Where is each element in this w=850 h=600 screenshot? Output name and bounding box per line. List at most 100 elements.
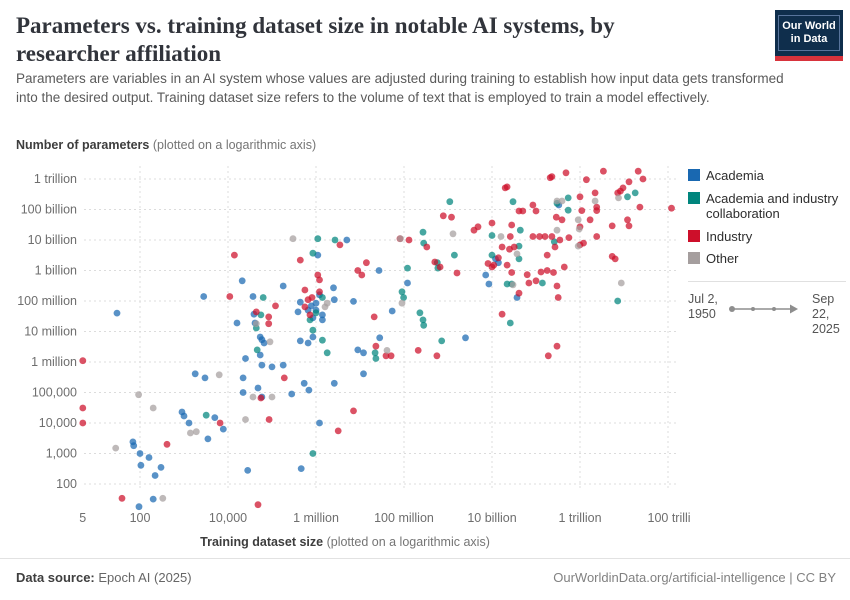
scatter-point-industry[interactable]	[433, 352, 441, 360]
scatter-point-industry[interactable]	[562, 169, 570, 177]
scatter-point-industry[interactable]	[336, 241, 344, 249]
scatter-point-industry[interactable]	[639, 175, 647, 183]
scatter-point-academia[interactable]	[249, 293, 257, 300]
scatter-point-other[interactable]	[617, 279, 625, 287]
scatter-point-academia[interactable]	[509, 198, 517, 206]
scatter-point-academia[interactable]	[113, 309, 121, 317]
scatter-point-academia[interactable]	[238, 277, 246, 285]
scatter-point-academia[interactable]	[419, 228, 427, 236]
scatter-point-other[interactable]	[149, 404, 157, 412]
scatter-point-academia[interactable]	[564, 206, 572, 214]
scatter-point-academia[interactable]	[488, 232, 496, 239]
scatter-point-academia[interactable]	[330, 379, 338, 387]
scatter-point-industry[interactable]	[523, 271, 531, 279]
scatter-point-industry[interactable]	[79, 404, 87, 412]
scatter-point-industry[interactable]	[591, 189, 599, 197]
scatter-point-industry[interactable]	[558, 216, 566, 224]
scatter-point-other[interactable]	[112, 444, 120, 452]
scatter-point-industry[interactable]	[254, 501, 262, 509]
scatter-point-industry[interactable]	[439, 212, 447, 220]
scatter-point-academia[interactable]	[312, 309, 320, 317]
scatter-point-academia[interactable]	[309, 333, 317, 341]
scatter-point-industry[interactable]	[508, 221, 516, 229]
scatter-point-industry[interactable]	[532, 207, 540, 215]
scatter-point-academia[interactable]	[309, 326, 317, 334]
scatter-point-other[interactable]	[497, 233, 505, 240]
scatter-point-industry[interactable]	[301, 286, 309, 294]
scatter-point-industry[interactable]	[537, 268, 545, 276]
scatter-point-academia[interactable]	[404, 279, 411, 287]
scatter-point-other[interactable]	[397, 235, 404, 243]
scatter-point-industry[interactable]	[370, 313, 378, 321]
scatter-point-industry[interactable]	[600, 167, 607, 175]
scatter-point-academia[interactable]	[624, 193, 631, 201]
scatter-point-academia[interactable]	[360, 370, 367, 378]
scatter-point-academia[interactable]	[372, 355, 380, 362]
scatter-point-industry[interactable]	[543, 251, 551, 259]
scatter-point-other[interactable]	[509, 281, 517, 289]
scatter-point-industry[interactable]	[508, 269, 516, 276]
scatter-point-academia[interactable]	[239, 389, 247, 396]
scatter-point-academia[interactable]	[200, 293, 208, 300]
scatter-point-academia[interactable]	[316, 419, 323, 427]
legend-item-collaboration[interactable]: Academia and industry collaboration	[688, 191, 846, 222]
scatter-point-industry[interactable]	[625, 222, 633, 230]
scatter-point-industry[interactable]	[546, 174, 554, 182]
scatter-point-industry[interactable]	[363, 259, 370, 267]
scatter-point-other[interactable]	[553, 226, 561, 234]
scatter-point-academia[interactable]	[135, 503, 143, 511]
scatter-point-academia[interactable]	[256, 351, 264, 359]
scatter-point-industry[interactable]	[503, 183, 511, 191]
scatter-point-academia[interactable]	[204, 435, 212, 443]
scatter-point-academia[interactable]	[305, 386, 313, 394]
scatter-point-industry[interactable]	[231, 251, 238, 259]
scatter-point-industry[interactable]	[354, 267, 362, 274]
scatter-point-other[interactable]	[575, 225, 583, 233]
scatter-point-industry[interactable]	[306, 311, 314, 319]
scatter-point-academia[interactable]	[157, 464, 165, 471]
scatter-point-academia[interactable]	[564, 194, 572, 202]
scatter-point-industry[interactable]	[265, 320, 273, 328]
scatter-point-industry[interactable]	[350, 407, 357, 415]
scatter-point-academia[interactable]	[485, 280, 493, 288]
scatter-point-other[interactable]	[558, 197, 566, 205]
scatter-point-industry[interactable]	[553, 282, 561, 290]
scatter-point-industry[interactable]	[611, 255, 619, 263]
timeline-end-handle[interactable]	[790, 304, 798, 314]
scatter-point-industry[interactable]	[382, 352, 390, 360]
scatter-point-industry[interactable]	[257, 394, 265, 402]
scatter-point-other[interactable]	[398, 299, 406, 307]
scatter-point-industry[interactable]	[532, 277, 540, 285]
scatter-point-industry[interactable]	[79, 419, 87, 427]
scatter-point-academia[interactable]	[185, 419, 193, 427]
scatter-point-academia[interactable]	[296, 298, 304, 306]
scatter-point-academia[interactable]	[376, 334, 384, 342]
scatter-point-academia[interactable]	[319, 294, 326, 301]
scatter-point-academia[interactable]	[451, 251, 458, 259]
scatter-point-academia[interactable]	[202, 411, 210, 419]
scatter-point-industry[interactable]	[556, 236, 564, 244]
scatter-point-academia[interactable]	[309, 450, 317, 457]
scatter-point-academia[interactable]	[330, 284, 337, 292]
scatter-point-industry[interactable]	[608, 222, 616, 230]
owid-logo[interactable]: Our World in Data	[775, 10, 843, 56]
scatter-point-academia[interactable]	[462, 334, 469, 342]
scatter-point-academia[interactable]	[268, 363, 276, 371]
scatter-point-industry[interactable]	[525, 279, 533, 287]
scatter-point-academia[interactable]	[539, 279, 546, 287]
scatter-point-academia[interactable]	[304, 339, 312, 347]
scatter-point-industry[interactable]	[552, 213, 560, 221]
scatter-point-industry[interactable]	[265, 416, 273, 423]
scatter-point-academia[interactable]	[259, 294, 267, 301]
scatter-point-industry[interactable]	[593, 207, 601, 214]
scatter-point-industry[interactable]	[118, 494, 126, 502]
scatter-point-industry[interactable]	[614, 189, 622, 197]
scatter-point-industry[interactable]	[550, 269, 557, 276]
scatter-point-industry[interactable]	[252, 308, 260, 316]
scatter-point-industry[interactable]	[624, 216, 631, 224]
scatter-point-academia[interactable]	[219, 425, 227, 433]
scatter-point-other[interactable]	[192, 428, 200, 436]
scatter-point-industry[interactable]	[301, 303, 309, 311]
scatter-point-academia[interactable]	[253, 346, 261, 354]
scatter-point-industry[interactable]	[498, 243, 506, 251]
